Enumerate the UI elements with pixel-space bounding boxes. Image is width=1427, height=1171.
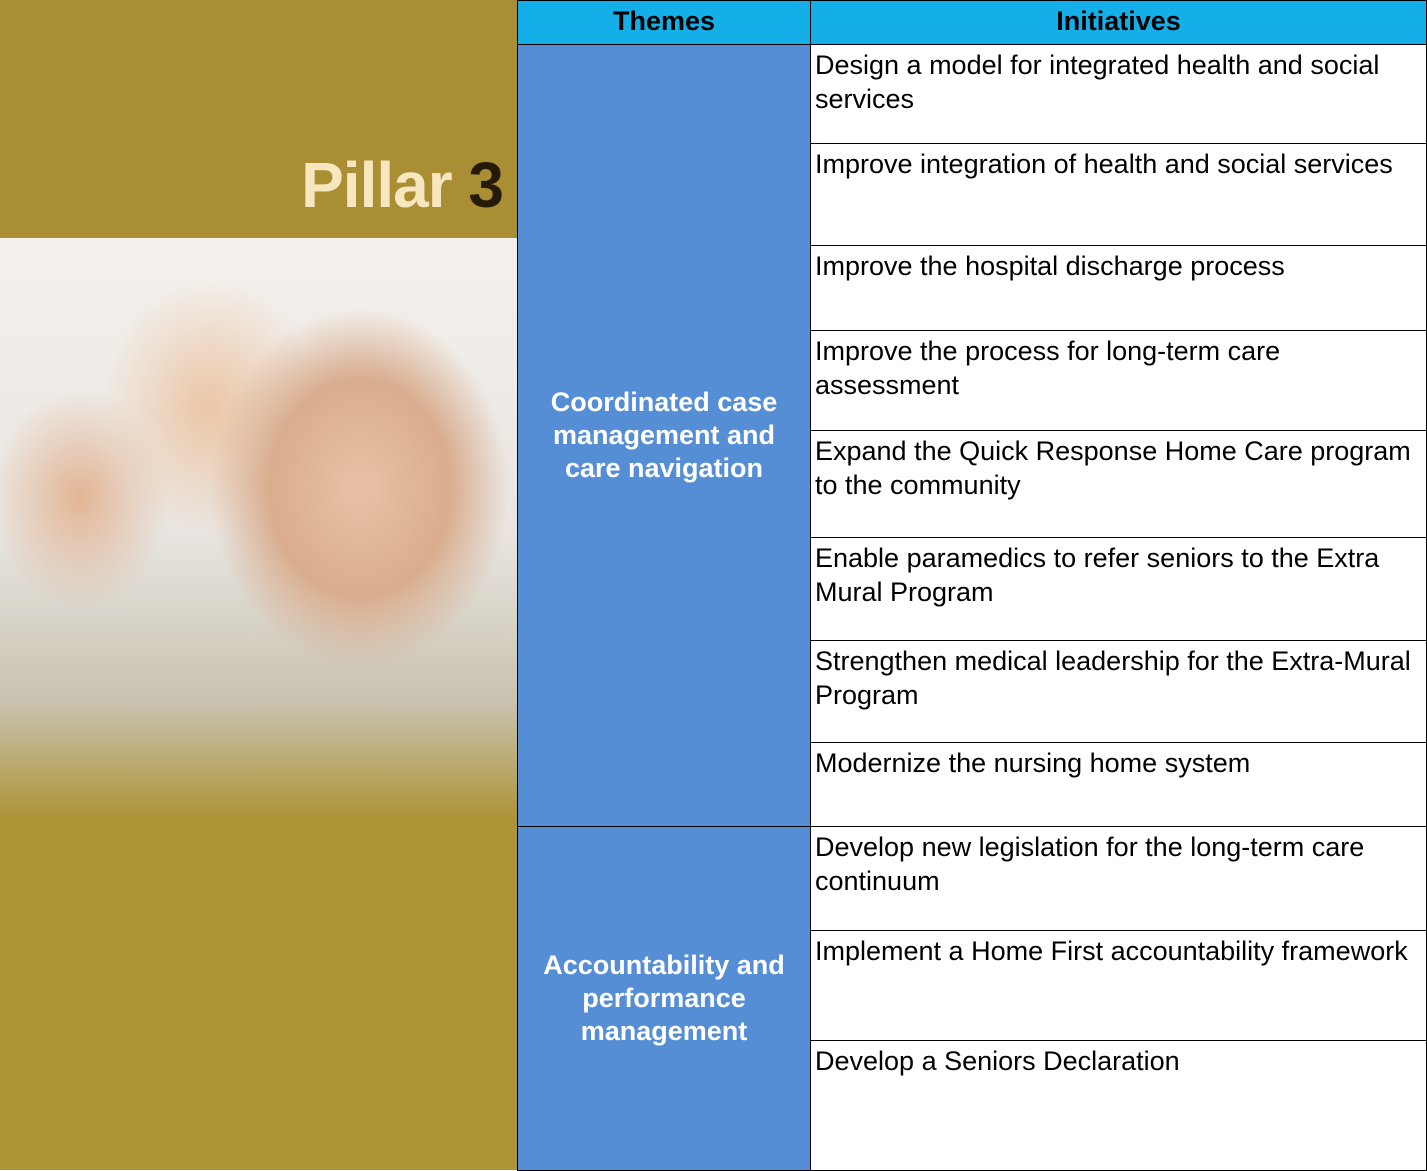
column-header: Initiatives bbox=[810, 0, 1427, 45]
family-photo bbox=[0, 238, 517, 818]
title-word: Pillar bbox=[301, 149, 453, 221]
initiative: Improve the process for long-term care a… bbox=[810, 330, 1427, 431]
pillar-panel: Pillar 3 bbox=[0, 0, 517, 1170]
initiative: Improve the hospital discharge process bbox=[810, 245, 1427, 331]
column-header: Themes bbox=[517, 0, 811, 45]
initiative: Implement a Home First accountability fr… bbox=[810, 930, 1427, 1041]
theme: Accountability and performance managemen… bbox=[517, 826, 811, 1171]
initiative: Enable paramedics to refer seniors to th… bbox=[810, 537, 1427, 641]
initiative: Expand the Quick Response Home Care prog… bbox=[810, 430, 1427, 538]
title-band bbox=[0, 0, 517, 238]
initiative: Modernize the nursing home system bbox=[810, 742, 1427, 827]
initiative: Develop new legislation for the long-ter… bbox=[810, 826, 1427, 931]
initiative: Improve integration of health and social… bbox=[810, 143, 1427, 246]
initiative: Develop a Seniors Declaration bbox=[810, 1040, 1427, 1171]
theme: Coordinated case management and care nav… bbox=[517, 44, 811, 827]
title-number: 3 bbox=[468, 149, 504, 221]
initiative: Strengthen medical leadership for the Ex… bbox=[810, 640, 1427, 743]
pillar-title: Pillar 3 bbox=[301, 148, 504, 222]
initiative: Design a model for integrated health and… bbox=[810, 44, 1427, 144]
